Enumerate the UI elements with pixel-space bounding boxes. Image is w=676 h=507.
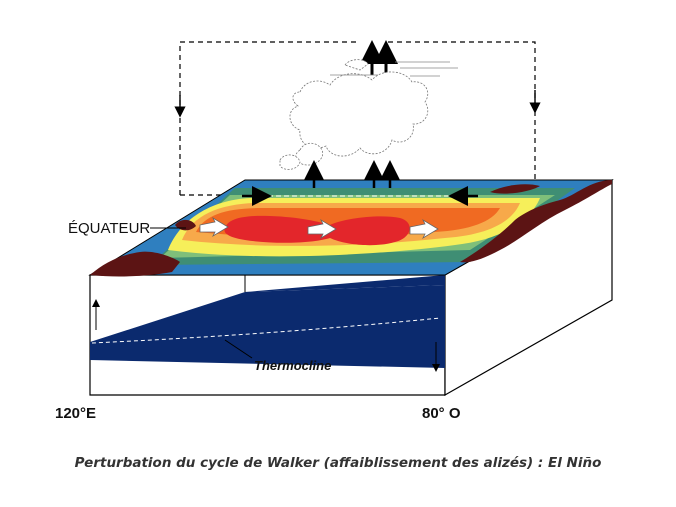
east-longitude-label: 80° O: [422, 405, 461, 422]
deep-water-layer: [90, 285, 445, 368]
ocean-box: [89, 178, 613, 397]
land-west: [90, 251, 180, 277]
equator-label: ÉQUATEUR: [68, 220, 150, 237]
convection-cloud: [279, 59, 429, 170]
figure-caption: Perturbation du cycle de Walker (affaibl…: [74, 455, 602, 471]
thermocline-line: [91, 317, 441, 344]
walker-loop-arrows: [174, 40, 541, 118]
thermocline-label: Thermocline: [254, 358, 331, 373]
current-arrows: [199, 216, 439, 240]
west-longitude-label: 120°E: [55, 405, 96, 422]
surface-wind-arrows: [242, 160, 478, 206]
cloud-streaks: [330, 61, 458, 77]
ocean-surface: [88, 179, 614, 277]
land-east: [460, 180, 612, 263]
